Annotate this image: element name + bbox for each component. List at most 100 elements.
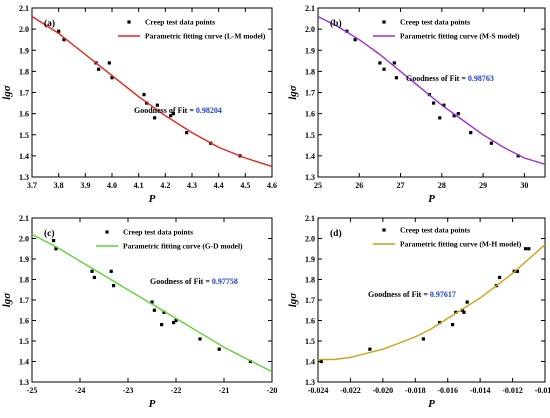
goodness-of-fit: Goodness of Fit = 0.98763 — [406, 74, 494, 83]
x-tick-label: 4.6 — [267, 181, 277, 190]
y-tick-label: 1.6 — [19, 317, 29, 326]
data-point — [57, 29, 61, 33]
data-point — [110, 76, 114, 80]
data-point — [62, 38, 66, 42]
data-point — [454, 310, 458, 314]
x-tick-label: 28 — [438, 181, 446, 190]
y-tick-label: 1.4 — [305, 358, 315, 367]
y-axis-label: lgσ — [1, 84, 13, 100]
y-tick-label: 2.1 — [305, 214, 315, 223]
fit-curve — [317, 15, 546, 165]
data-point — [394, 76, 399, 80]
x-tick-label: 4.5 — [240, 181, 250, 190]
y-tick-label: 1.8 — [19, 67, 29, 76]
x-tick-label: 4.3 — [187, 181, 197, 190]
x-tick-label: -25 — [27, 386, 38, 395]
x-tick-label: -24 — [75, 386, 86, 395]
legend-swatch-point — [127, 20, 131, 24]
x-tick-label: 30 — [520, 181, 528, 190]
data-point — [217, 347, 221, 351]
y-tick-label: 1.9 — [305, 255, 315, 264]
legend-entry: Parametric fitting curve (M-S model) — [400, 32, 520, 41]
x-tick-label: 4.4 — [214, 181, 224, 190]
legend-entry: Creep test data points — [400, 226, 470, 235]
legend-entry: Creep test data points — [123, 228, 193, 237]
x-axis-label: P — [428, 193, 435, 205]
data-point — [353, 38, 357, 42]
data-point — [92, 275, 96, 280]
goodness-of-fit-value: 0.98763 — [468, 74, 494, 83]
data-point — [345, 29, 349, 33]
goodness-of-fit: Goodness of Fit = 0.98204 — [134, 106, 222, 115]
y-tick-label: 1.5 — [19, 131, 29, 140]
y-axis-label: lgσ — [287, 292, 299, 308]
goodness-of-fit-value: 0.97758 — [212, 277, 238, 286]
data-point — [171, 112, 175, 116]
y-tick-label: 2.1 — [19, 214, 29, 223]
data-point — [378, 61, 382, 65]
data-point — [498, 275, 502, 280]
y-tick-label: 2.0 — [305, 25, 315, 34]
y-tick-label: 2.0 — [19, 235, 29, 244]
data-point — [368, 347, 372, 351]
goodness-of-fit-label: Goodness of Fit = — [406, 74, 468, 83]
y-tick-label: 1.8 — [19, 276, 29, 285]
data-point — [516, 154, 520, 158]
y-tick-label: 2.1 — [19, 4, 29, 13]
data-point — [54, 247, 58, 251]
fit-curve — [318, 244, 546, 361]
y-tick-label: 1.8 — [305, 276, 315, 285]
y-axis-label: lgσ — [287, 84, 299, 100]
y-tick-label: 1.4 — [305, 152, 315, 161]
y-tick-label: 1.3 — [19, 378, 29, 387]
legend-entry: Creep test data points — [145, 18, 215, 27]
y-tick-label: 1.7 — [305, 296, 315, 305]
y-tick-label: 1.4 — [19, 152, 29, 161]
data-point — [152, 308, 156, 312]
x-tick-label: 3.7 — [27, 181, 37, 190]
x-tick-label: 3.9 — [80, 181, 90, 190]
data-point — [438, 320, 442, 325]
x-tick-label: -21 — [219, 386, 230, 395]
x-tick-label: -22 — [171, 386, 182, 395]
goodness-of-fit: Goodness of Fit = 0.97758 — [150, 277, 238, 286]
y-tick-label: 1.5 — [305, 337, 315, 346]
x-tick-label: 4.0 — [107, 181, 117, 190]
data-point — [431, 101, 436, 105]
legend-swatch-point — [382, 228, 386, 232]
y-tick-label: 1.9 — [19, 255, 29, 264]
data-point — [160, 323, 164, 327]
data-point — [438, 116, 442, 120]
goodness-of-fit-value: 0.98204 — [196, 106, 222, 115]
goodness-of-fit-label: Goodness of Fit = — [368, 290, 430, 299]
chart-panel-1: 3.7 3.8 3.9 4.0 4.1 4.2 4.3 4.4 4.5 4.6 1.3 1.4 1.5 1… — [1, 4, 277, 205]
y-tick-label: 1.6 — [305, 317, 315, 326]
data-point — [392, 61, 396, 65]
x-tick-label: -0.012 — [502, 386, 523, 395]
x-axis-label: P — [149, 398, 156, 410]
y-tick-label: 2.0 — [305, 235, 315, 244]
panel-label: (b) — [330, 18, 342, 29]
data-point — [169, 114, 173, 118]
y-tick-label: 1.3 — [19, 173, 29, 182]
x-tick-label: 27 — [397, 181, 405, 190]
data-point — [382, 67, 386, 71]
data-point — [107, 61, 111, 65]
data-point — [150, 300, 154, 304]
data-point — [523, 247, 528, 251]
data-point — [442, 103, 446, 107]
y-tick-label: 1.9 — [19, 46, 29, 55]
x-tick-label: -0.016 — [437, 386, 458, 395]
y-tick-label: 2.1 — [305, 4, 315, 13]
y-tick-label: 1.3 — [305, 378, 315, 387]
panel-label: (c) — [44, 228, 55, 239]
y-tick-label: 1.4 — [19, 358, 29, 367]
data-point — [452, 114, 456, 118]
chart-panel-4: -0.024 -0.022 -0.020 -0.018 -0.016 -0.014 -0.0… — [287, 214, 550, 410]
x-tick-label: -0.020 — [373, 386, 394, 395]
data-point — [153, 116, 157, 120]
chart-panel-3: -25 -24 -23 -22 -21 -20 1.3 1.4 1.5 1.6 1.7 1.8 1.9 2… — [1, 214, 277, 410]
x-tick-label: -0.022 — [340, 386, 361, 395]
x-tick-label: -20 — [267, 386, 278, 395]
data-point — [172, 320, 176, 325]
